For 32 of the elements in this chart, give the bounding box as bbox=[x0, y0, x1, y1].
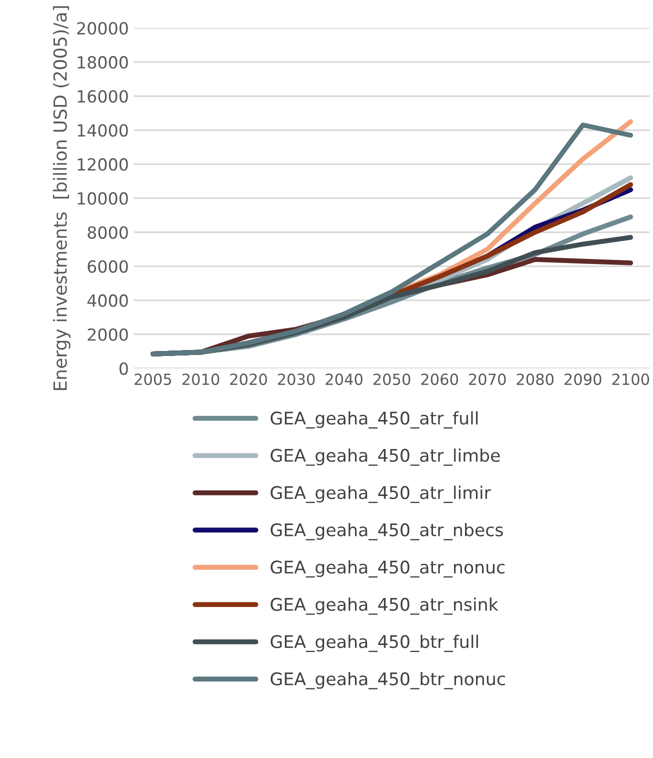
legend-label: GEA_geaha_450_atr_nsink bbox=[270, 597, 498, 615]
y-tick-label: 4000 bbox=[87, 294, 128, 307]
x-tick-label: 2070 bbox=[469, 374, 506, 386]
legend-label: GEA_geaha_450_atr_limbe bbox=[270, 448, 500, 466]
y-tick-label: 0 bbox=[120, 362, 128, 375]
legend-label: GEA_geaha_450_atr_full bbox=[270, 411, 478, 429]
legend-label: GEA_geaha_450_atr_nbecs bbox=[270, 522, 503, 540]
y-axis-title: Energy investments [billion USD (2005)/a] bbox=[52, 6, 70, 390]
y-tick-label: 16000 bbox=[78, 90, 128, 103]
y-tick-label: 18000 bbox=[78, 56, 128, 69]
legend-label: GEA_geaha_450_atr_limir bbox=[270, 486, 491, 504]
x-tick-label: 2060 bbox=[421, 374, 458, 386]
y-tick-label: 20000 bbox=[77, 22, 128, 35]
y-tick-label: 12000 bbox=[78, 158, 128, 171]
line-series bbox=[150, 122, 634, 356]
x-tick-label: 2090 bbox=[564, 374, 602, 386]
x-tick-label: 2080 bbox=[516, 374, 554, 386]
legend-label: GEA_geaha_450_atr_nonuc bbox=[270, 560, 505, 578]
legend-label: GEA_geaha_450_btr_nonuc bbox=[270, 672, 505, 690]
x-tick-label: 2050 bbox=[373, 374, 410, 386]
x-tick-label: 2030 bbox=[278, 374, 315, 386]
y-tick-label: 10000 bbox=[78, 192, 128, 205]
x-tick-label: 2100 bbox=[612, 374, 650, 386]
y-tick-label: 2000 bbox=[88, 328, 128, 341]
x-tick-label: 2010 bbox=[182, 374, 220, 386]
x-tick-label: 2040 bbox=[326, 374, 362, 386]
legend-label: GEA_geaha_450_btr_full bbox=[270, 634, 478, 652]
y-tick-label: 6000 bbox=[88, 260, 128, 273]
y-tick-label: 14000 bbox=[78, 124, 128, 137]
y-tick-label: 8000 bbox=[88, 226, 128, 239]
x-tick-label: 2020 bbox=[230, 374, 267, 386]
x-tick-label: 2005 bbox=[134, 374, 172, 386]
